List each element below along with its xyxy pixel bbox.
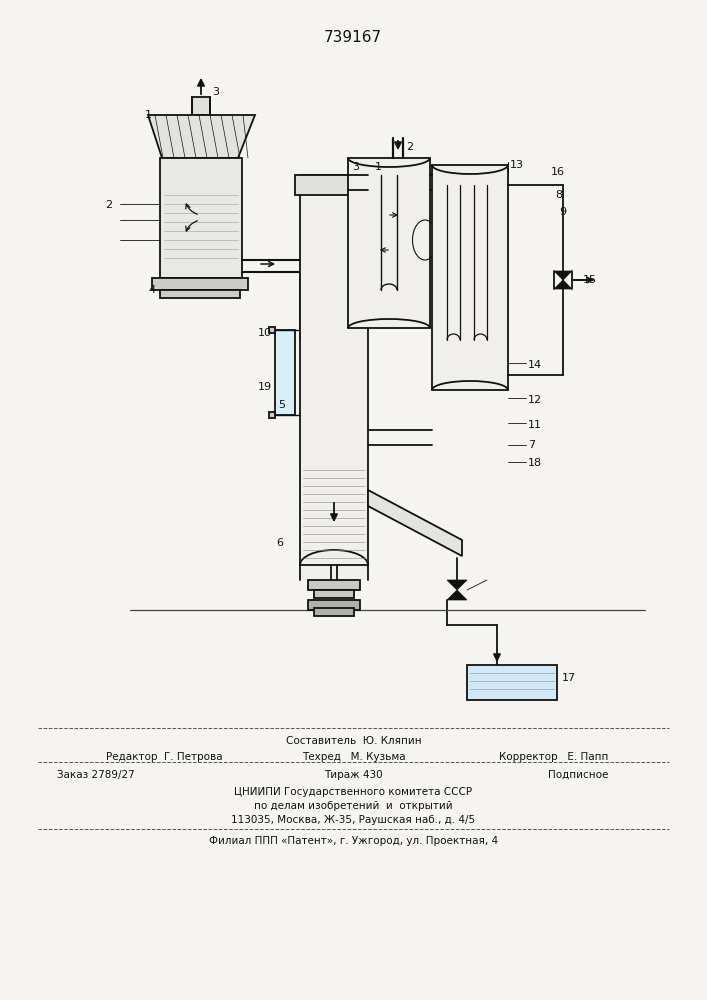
Polygon shape (554, 280, 572, 289)
Text: 5: 5 (278, 400, 285, 410)
Bar (308, 580, 360, 590)
Polygon shape (447, 590, 467, 600)
Bar (275, 330, 295, 415)
Text: 10: 10 (258, 328, 272, 338)
Text: 18: 18 (528, 458, 542, 468)
Bar (314, 590, 354, 598)
Text: 8: 8 (555, 190, 562, 200)
Text: по делам изобретений  и  открытий: по делам изобретений и открытий (255, 801, 452, 811)
Text: 3: 3 (212, 87, 219, 97)
Bar (467, 665, 557, 700)
Text: 3: 3 (352, 162, 359, 172)
Text: 113035, Москва, Ж-35, Раушская наб., д. 4/5: 113035, Москва, Ж-35, Раушская наб., д. … (231, 815, 476, 825)
Text: Заказ 2789/27: Заказ 2789/27 (57, 770, 134, 780)
Bar (432, 165, 508, 390)
Text: 2: 2 (406, 142, 413, 152)
Text: 19: 19 (258, 382, 272, 392)
Bar (160, 290, 240, 298)
Text: Составитель  Ю. Кляпин: Составитель Ю. Кляпин (286, 736, 421, 746)
Bar (300, 565, 368, 580)
Polygon shape (447, 580, 467, 590)
Text: 7: 7 (528, 440, 535, 450)
Text: 9: 9 (559, 207, 566, 217)
Text: Корректор   Е. Папп: Корректор Е. Папп (498, 752, 608, 762)
Text: 16: 16 (551, 167, 565, 177)
Polygon shape (554, 271, 572, 280)
Bar (192, 97, 210, 115)
Bar (152, 278, 248, 290)
Text: 739167: 739167 (324, 30, 382, 45)
Text: 12: 12 (528, 395, 542, 405)
Text: 14: 14 (528, 360, 542, 370)
Bar (348, 158, 430, 328)
Bar (160, 158, 242, 278)
Text: Подписное: Подписное (548, 770, 608, 780)
Bar (269, 412, 275, 418)
Text: 11: 11 (528, 420, 542, 430)
Polygon shape (368, 490, 462, 556)
Text: ЦНИИПИ Государственного комитета СССР: ЦНИИПИ Государственного комитета СССР (235, 787, 472, 797)
Bar (295, 175, 373, 195)
Text: Редактор  Г. Петрова: Редактор Г. Петрова (106, 752, 223, 762)
Bar (314, 608, 354, 616)
Text: Филиал ППП «Патент», г. Ужгород, ул. Проектная, 4: Филиал ППП «Патент», г. Ужгород, ул. Про… (209, 836, 498, 846)
Text: 1: 1 (375, 162, 382, 172)
Text: 6: 6 (276, 538, 283, 548)
Text: 2: 2 (105, 200, 112, 210)
Bar (308, 600, 360, 610)
Text: Тираж 430: Тираж 430 (325, 770, 382, 780)
Polygon shape (148, 115, 255, 158)
Bar (300, 175, 368, 565)
Text: 1: 1 (145, 110, 152, 120)
Text: 13: 13 (510, 160, 524, 170)
Text: 15: 15 (583, 275, 597, 285)
Text: Техред   М. Кузьма: Техред М. Кузьма (302, 752, 405, 762)
Bar (269, 327, 275, 333)
Text: 17: 17 (562, 673, 576, 683)
Text: 4: 4 (148, 285, 155, 295)
